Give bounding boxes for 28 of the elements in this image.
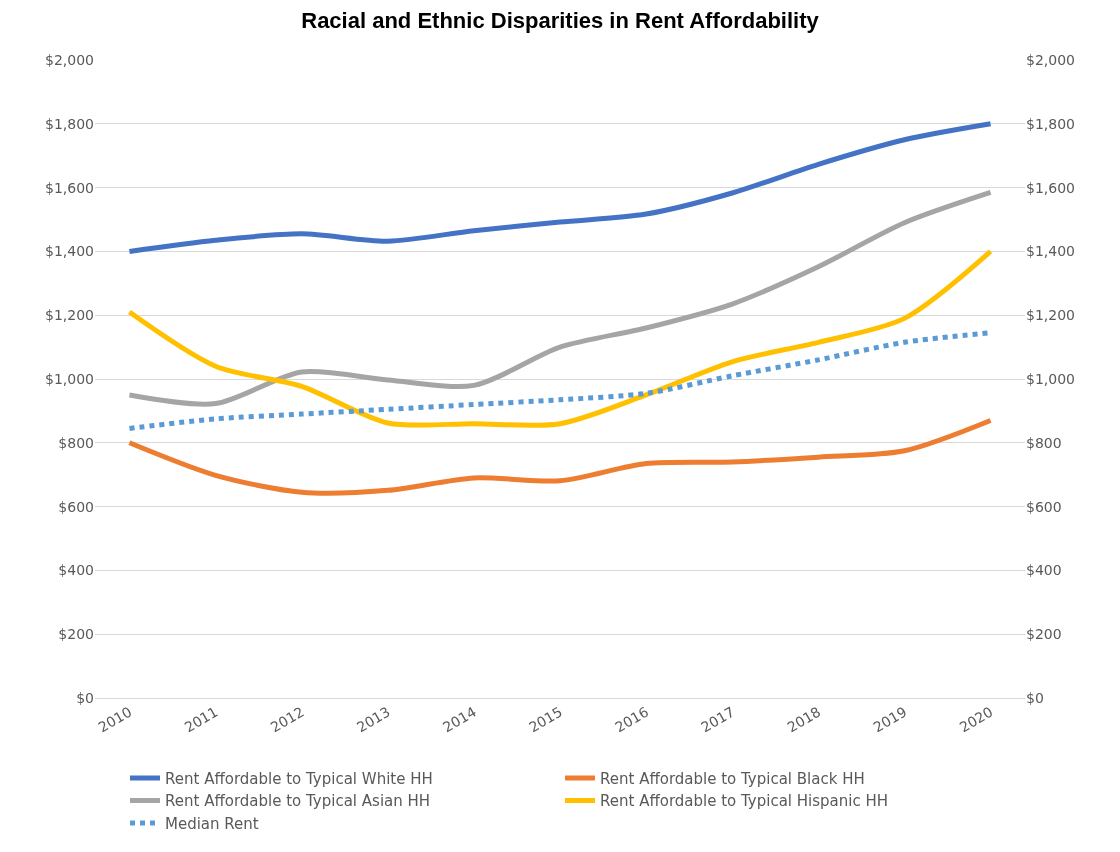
legend-label: Median Rent: [165, 814, 259, 833]
y-tick-label: $600: [58, 498, 94, 515]
y-tick-label: $2,000: [45, 51, 94, 68]
legend-label: Rent Affordable to Typical Black HH: [600, 769, 865, 788]
y-tick-label: $1,000: [45, 370, 94, 387]
y-tick-label: $200: [58, 626, 94, 643]
y2-tick-label: $1,800: [1026, 115, 1075, 132]
y2-tick-label: $1,200: [1026, 307, 1075, 324]
legend-label: Rent Affordable to Typical White HH: [165, 769, 433, 788]
y-tick-label: $400: [58, 562, 94, 579]
y-tick-label: $1,400: [45, 243, 94, 260]
y2-tick-label: $0: [1026, 689, 1044, 706]
legend-label: Rent Affordable to Typical Hispanic HH: [600, 792, 889, 811]
y2-tick-label: $1,600: [1026, 179, 1075, 196]
y2-tick-label: $200: [1026, 626, 1062, 643]
y2-tick-label: $1,000: [1026, 370, 1075, 387]
y2-tick-label: $800: [1026, 434, 1062, 451]
y-tick-label: $1,800: [45, 115, 94, 132]
chart-title: Racial and Ethnic Disparities in Rent Affordability: [301, 8, 820, 34]
y-tick-label: $800: [58, 434, 94, 451]
y-tick-label: $1,200: [45, 307, 94, 324]
y-tick-label: $0: [76, 689, 94, 706]
y2-tick-label: $600: [1026, 498, 1062, 515]
y2-tick-label: $400: [1026, 562, 1062, 579]
y2-tick-label: $1,400: [1026, 243, 1075, 260]
y2-tick-label: $2,000: [1026, 51, 1075, 68]
y-tick-label: $1,600: [45, 179, 94, 196]
legend-label: Rent Affordable to Typical Asian HH: [165, 792, 431, 811]
